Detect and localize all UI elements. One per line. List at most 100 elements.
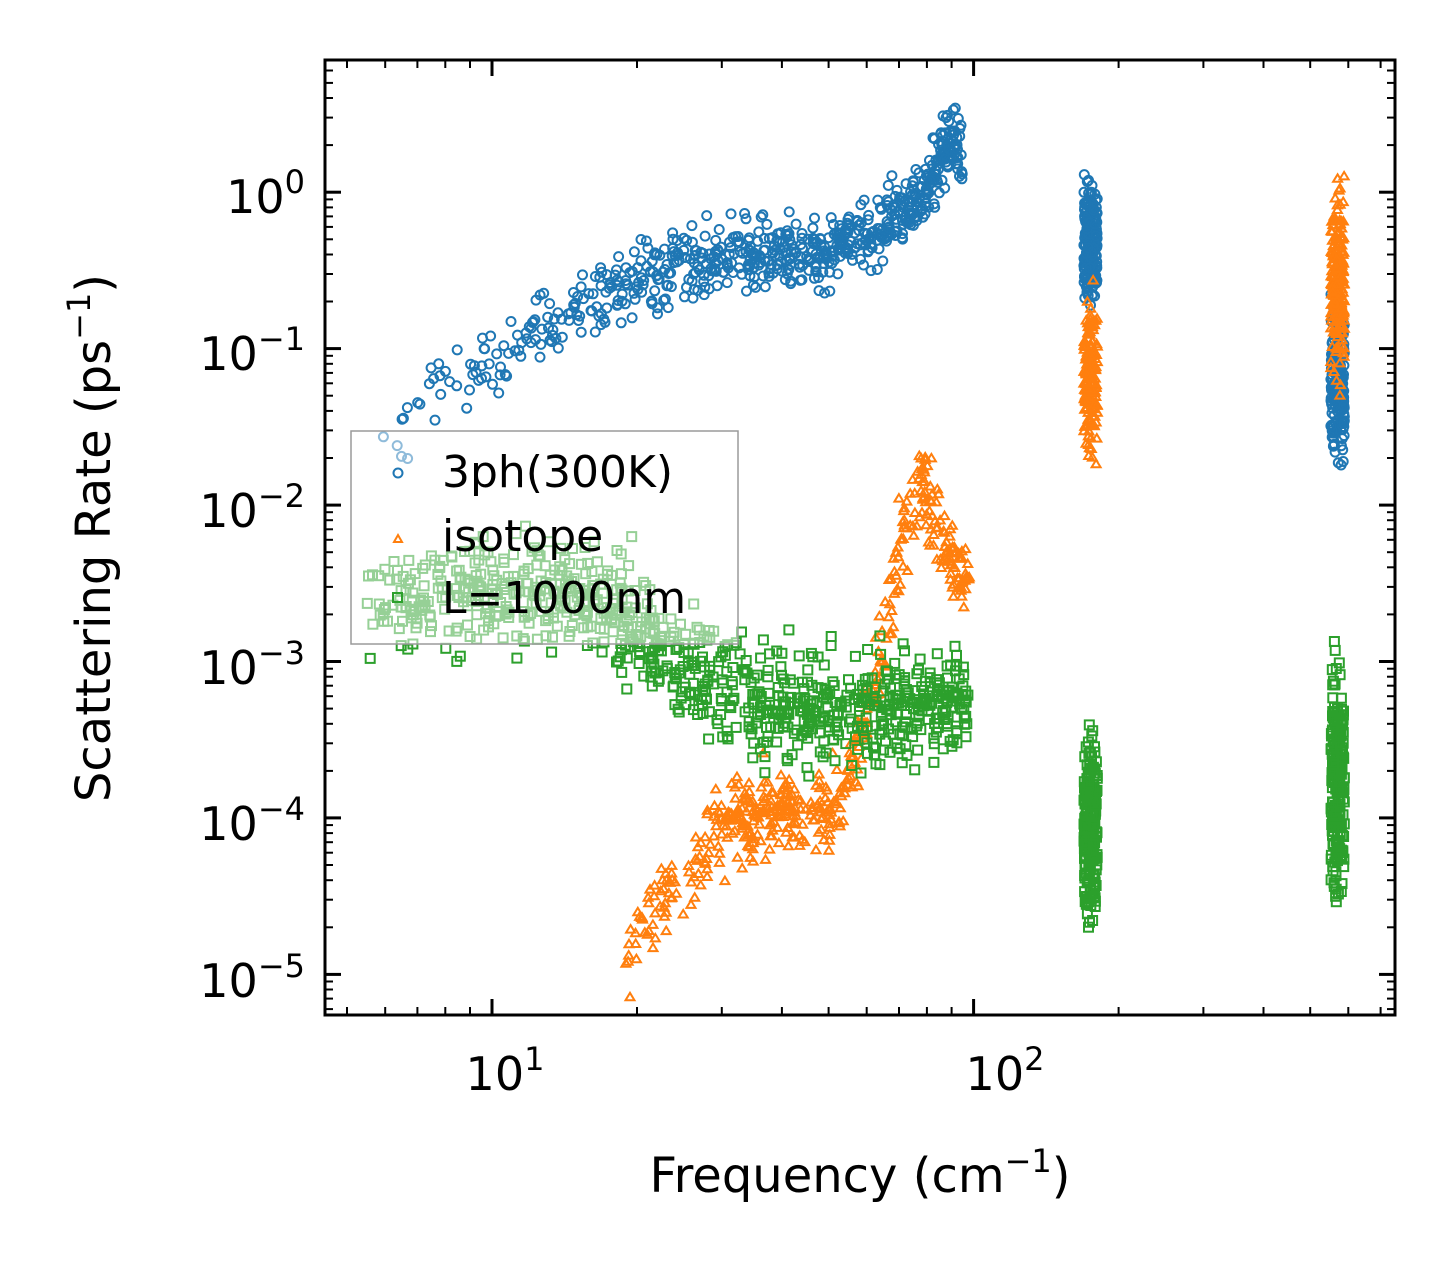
series-3ph-point-668	[846, 248, 858, 260]
series-3ph-point-18	[891, 184, 903, 196]
series-L1000nm-point-720	[824, 721, 835, 733]
series-3ph-point-515	[772, 228, 784, 240]
series-isotope-point-300	[787, 831, 801, 842]
series-3ph-point-1035	[1338, 418, 1350, 429]
series-L1000nm-point-17	[846, 760, 858, 771]
series-isotope-point-577	[1089, 457, 1103, 469]
series-L1000nm-point-1242	[1326, 664, 1338, 676]
series-L1000nm-point-816	[896, 757, 908, 769]
series-L1000nm-point-1306	[1328, 826, 1339, 838]
series-3ph-point-536	[444, 376, 456, 388]
series-isotope-point-481	[641, 891, 655, 902]
legend-marker-isotope	[392, 532, 404, 543]
series-isotope-point-244	[772, 836, 786, 848]
series-L1000nm-point-1118	[1091, 827, 1103, 839]
series-isotope-point-859	[1337, 306, 1350, 318]
series-3ph-point-531	[491, 348, 503, 360]
series-3ph-point-682	[803, 252, 815, 264]
series-L1000nm-point-700	[764, 648, 775, 660]
series-3ph-point-673	[743, 259, 755, 271]
series-L1000nm-point-794	[802, 720, 814, 732]
series-L1000nm-point-94	[621, 683, 633, 695]
series-3ph-point-169	[577, 269, 588, 281]
series-isotope-point-851	[1332, 219, 1345, 230]
series-3ph-point-679	[689, 250, 701, 261]
series-isotope-point-231	[676, 908, 690, 919]
series-3ph-point-452	[501, 370, 513, 382]
series-isotope-point-411	[887, 552, 900, 563]
series-L1000nm-point-863	[859, 692, 871, 704]
series-L1000nm-point-791	[951, 725, 963, 737]
series-3ph-point-641	[653, 273, 665, 285]
series-isotope-point-373	[758, 804, 771, 815]
series-L1000nm-point-299	[703, 733, 715, 745]
legend-marker-3ph	[392, 467, 404, 479]
series-L1000nm-point-626	[829, 755, 841, 767]
series-L1000nm-point-651	[674, 664, 686, 676]
series-3ph-point-371	[910, 164, 922, 175]
series-L1000nm-point-334	[820, 747, 832, 759]
series-isotope-point-292	[833, 819, 847, 831]
series-isotope-point-468	[819, 781, 833, 792]
series-3ph-point-600	[758, 245, 770, 257]
series-3ph-point-664	[683, 273, 695, 285]
series-isotope-point-260	[919, 518, 933, 530]
series-isotope-point-465	[786, 795, 799, 806]
y-tick-label-1e-4: 10−4	[199, 790, 305, 851]
series-L1000nm-point-1257	[1333, 657, 1345, 669]
series-3ph-point-535	[854, 239, 866, 251]
series-3ph-point-543	[649, 285, 661, 297]
series-isotope-point-133	[648, 879, 661, 890]
series-3ph-point-514	[635, 234, 647, 245]
series-L1000nm-point-727	[775, 661, 787, 673]
series-3ph-point-500	[527, 316, 539, 328]
series-isotope-point-844	[1325, 246, 1339, 257]
series-3ph-point-637	[936, 174, 948, 186]
series-isotope-point-445	[712, 805, 725, 816]
series-3ph-point-429	[712, 244, 724, 256]
series-3ph-point-309	[556, 313, 568, 325]
series-isotope-point-124	[892, 492, 906, 503]
series-3ph-point-635	[585, 305, 597, 317]
series-L1000nm-point-712	[765, 721, 777, 733]
series-L1000nm-point-792	[808, 705, 819, 716]
series-3ph-point-659	[758, 232, 770, 244]
series-isotope-point-466	[765, 829, 778, 841]
series-isotope-point-198	[788, 801, 802, 812]
series-3ph-point-566	[662, 302, 674, 314]
series-3ph-point-898	[1090, 230, 1102, 242]
series-isotope-point-288	[868, 665, 882, 677]
series-3ph-point-383	[832, 268, 844, 280]
series-3ph-point-29	[790, 218, 802, 230]
series-3ph-point-648	[815, 239, 827, 251]
series-3ph-point-602	[542, 311, 554, 323]
series-isotope-point-623	[1088, 385, 1102, 397]
series-3ph-point-408	[529, 314, 541, 326]
series-3ph-point-145	[810, 258, 822, 270]
series-L1000nm-point-766	[726, 676, 738, 688]
series-isotope-point-386	[805, 801, 819, 812]
series-isotope-point-249	[845, 780, 859, 792]
series-isotope-point-485	[767, 815, 781, 826]
series-L1000nm-point-877	[956, 703, 968, 715]
series-L1000nm-point-608	[755, 701, 767, 713]
series-isotope-point-46	[647, 889, 661, 901]
series-3ph-point-689	[781, 255, 793, 267]
series-isotope-point-584	[1079, 437, 1093, 448]
series-isotope-point-646	[1083, 321, 1097, 332]
series-3ph-point-580	[706, 265, 718, 277]
series-3ph-point-698	[642, 242, 654, 254]
series-3ph-point-143	[858, 259, 869, 271]
series-3ph-point-344	[550, 332, 562, 344]
series-isotope-point-832	[1325, 314, 1338, 325]
series-3ph-point-305	[678, 232, 690, 244]
series-3ph-point-593	[939, 153, 951, 165]
series-L1000nm-point-833	[828, 709, 840, 721]
series-isotope-point-315	[930, 495, 943, 507]
series-3ph-point-351	[589, 326, 601, 338]
series-isotope-point-273	[751, 828, 764, 839]
series-3ph-point-683	[949, 148, 961, 160]
series-isotope-point-257	[702, 846, 715, 858]
series-L1000nm-point-726	[928, 732, 940, 744]
series-L1000nm-point-615	[739, 706, 751, 718]
